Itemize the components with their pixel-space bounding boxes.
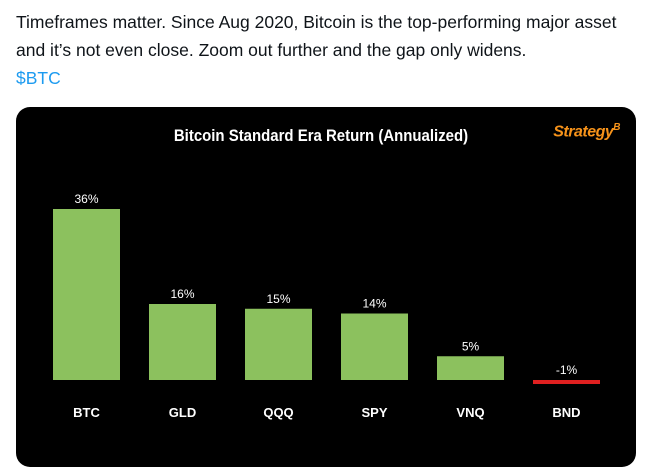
tweet-body: Timeframes matter. Since Aug 2020, Bitco… xyxy=(16,12,617,60)
x-tick-label: SPY xyxy=(361,405,387,420)
data-label: 15% xyxy=(266,292,290,306)
strategy-logo: StrategyB xyxy=(553,122,620,141)
bar-vnq xyxy=(437,356,504,380)
data-label: 36% xyxy=(74,192,98,206)
x-tick-label: QQQ xyxy=(263,405,293,420)
data-label: 5% xyxy=(462,339,480,353)
x-tick-label: BTC xyxy=(73,405,100,420)
cashtag-link[interactable]: $BTC xyxy=(16,68,61,88)
x-tick-label: VNQ xyxy=(456,405,484,420)
data-label: 16% xyxy=(170,287,194,301)
bar-chart: 36% BTC 16% GLD 15% QQQ 14% SPY 5% VNQ -1% BND xyxy=(53,192,600,420)
x-tick-label: BND xyxy=(552,405,580,420)
data-label: -1% xyxy=(556,363,578,377)
chart-image[interactable]: Bitcoin Standard Era Return (Annualized)… xyxy=(16,107,636,467)
chart-title: Bitcoin Standard Era Return (Annualized) xyxy=(173,126,469,145)
bar-bnd xyxy=(533,380,600,384)
bar-gld xyxy=(149,304,216,380)
x-tick-label: GLD xyxy=(169,405,196,420)
tweet-text: Timeframes matter. Since Aug 2020, Bitco… xyxy=(16,8,641,92)
bar-spy xyxy=(341,313,408,380)
bar-qqq xyxy=(245,308,312,380)
data-label: 14% xyxy=(362,297,386,311)
bar-btc xyxy=(53,209,120,380)
